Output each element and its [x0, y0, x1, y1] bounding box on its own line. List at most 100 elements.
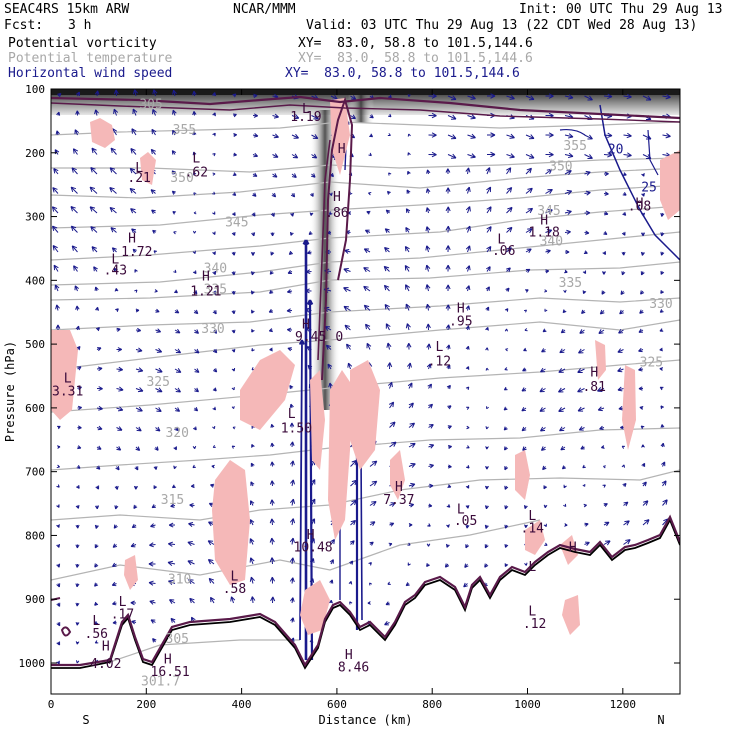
wind-vector	[109, 207, 117, 214]
wind-vector	[192, 230, 197, 234]
wind-vector	[485, 465, 489, 470]
wind-vector	[173, 446, 177, 451]
wind-vector	[525, 153, 535, 159]
wind-vector	[465, 206, 471, 214]
wind-vector	[249, 557, 255, 565]
wind-vector	[329, 559, 334, 565]
wind-vector	[485, 326, 489, 331]
wind-vector	[603, 540, 611, 546]
theta-label: 315	[161, 493, 184, 508]
wind-vector	[620, 425, 624, 430]
wind-vector	[465, 386, 470, 390]
wind-vector	[91, 147, 98, 155]
wind-vector	[330, 538, 335, 545]
wind-vector	[428, 444, 435, 449]
wind-vector	[597, 387, 605, 393]
wind-vector	[564, 523, 568, 527]
wind-vector	[427, 383, 433, 389]
wind-vector	[96, 366, 103, 372]
wind-vector	[405, 582, 410, 587]
theta-label: 355	[173, 123, 196, 138]
wind-vector	[540, 367, 546, 373]
wind-speed-label: 25	[641, 180, 657, 195]
wind-vector	[524, 328, 528, 332]
wind-vector	[133, 504, 138, 509]
wind-vector	[134, 269, 138, 273]
pv-max-marker: H	[636, 196, 644, 211]
wind-vector	[364, 229, 371, 234]
wind-vector	[55, 130, 60, 136]
wind-vector	[523, 505, 528, 509]
wind-vector	[151, 209, 156, 214]
wind-vector	[212, 348, 218, 354]
wind-vector	[93, 266, 98, 272]
wind-vector	[172, 129, 177, 136]
wind-vector	[659, 367, 664, 371]
wind-vector	[642, 154, 652, 159]
wind-vector	[212, 211, 216, 215]
theta-contour	[51, 469, 680, 521]
y-tick-label: 900	[25, 593, 45, 606]
wind-vector	[328, 382, 334, 389]
wind-vector	[75, 524, 80, 529]
wind-vector	[56, 524, 60, 528]
wind-vector	[208, 577, 215, 584]
wind-vector	[659, 347, 664, 352]
wind-vector	[109, 187, 117, 194]
wind-vector	[133, 485, 138, 490]
wind-vector	[350, 519, 356, 526]
wind-vector	[289, 403, 294, 409]
wind-speed-label: 20	[608, 143, 624, 158]
updraft-vector	[298, 339, 306, 641]
wind-vector	[187, 541, 195, 547]
wind-vector	[75, 563, 80, 568]
wind-vector	[307, 250, 312, 255]
surface-pv-contour	[51, 514, 680, 668]
wind-vector	[193, 171, 197, 176]
wind-vector	[543, 523, 547, 528]
wind-vector	[51, 206, 59, 214]
pv-region	[300, 580, 330, 635]
wind-vector	[269, 270, 274, 275]
wind-vector	[504, 328, 509, 332]
wind-vector	[564, 170, 572, 175]
wind-vector	[387, 381, 393, 389]
wind-vector	[384, 228, 390, 234]
wind-vector	[363, 248, 371, 254]
wind-vector	[603, 231, 608, 235]
wind-vector	[504, 524, 509, 529]
wind-vector	[212, 445, 216, 448]
wind-vector	[603, 152, 613, 158]
forecast-label: Fcst:	[4, 18, 44, 33]
wind-vector	[484, 544, 489, 549]
wind-vector	[404, 245, 410, 253]
wind-vector	[94, 640, 99, 644]
wind-vector	[231, 406, 235, 409]
wind-vector	[231, 251, 236, 256]
wind-vector	[447, 425, 452, 430]
wind-vector	[270, 251, 275, 256]
wind-vector	[94, 563, 99, 568]
y-tick-label: 200	[25, 147, 45, 160]
wind-vector	[467, 153, 476, 159]
wind-vector	[152, 638, 157, 643]
wind-vector	[52, 245, 59, 253]
wind-vector	[485, 306, 490, 311]
wind-vector	[617, 367, 624, 373]
wind-vector	[525, 228, 533, 234]
wind-vector	[290, 212, 295, 217]
wind-vector	[524, 524, 528, 528]
wind-vector	[343, 267, 351, 274]
wind-vector	[174, 348, 182, 354]
wind-vector	[173, 231, 177, 235]
wind-vector	[642, 134, 652, 140]
wind-vector	[408, 422, 416, 428]
wind-vector	[638, 386, 644, 391]
wind-vector	[232, 113, 237, 118]
wind-vector	[583, 503, 587, 508]
wind-vector	[406, 189, 411, 194]
wind-vector	[329, 579, 334, 584]
wind-vector	[363, 285, 371, 292]
wind-vector	[174, 309, 180, 314]
model-title: SEAC4RS 15km ARW	[4, 2, 130, 17]
